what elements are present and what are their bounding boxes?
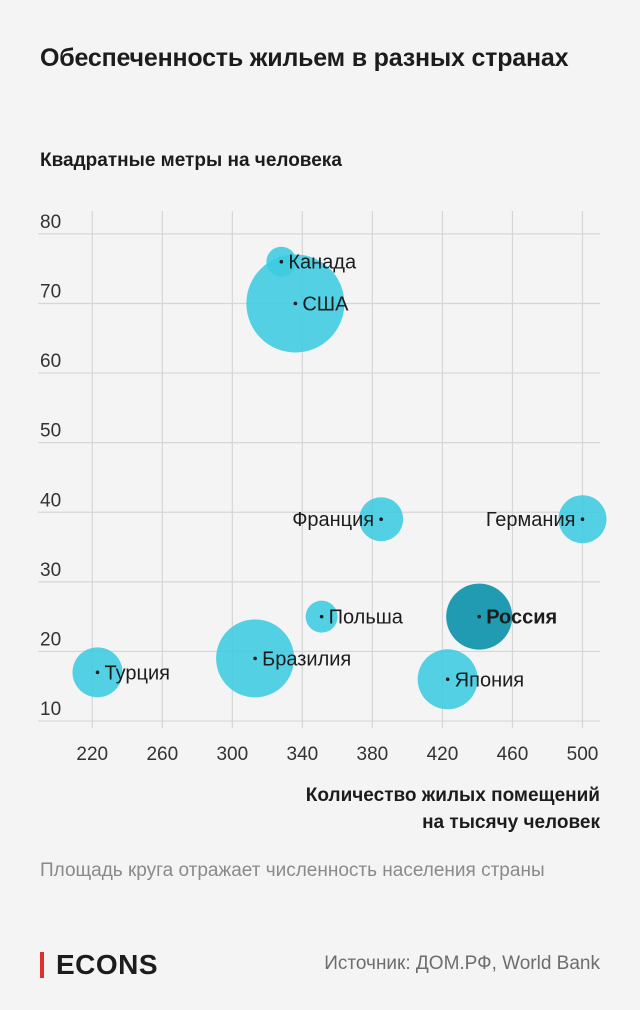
y-tick-label: 40	[40, 490, 61, 511]
bubble-center-dot	[279, 259, 284, 264]
x-tick-label: 420	[427, 744, 459, 765]
x-tick-label: 380	[357, 744, 389, 765]
bubble-label: Канада	[288, 252, 357, 274]
brand-logo: ECONS	[40, 949, 158, 981]
bubble-center-dot	[293, 301, 298, 306]
bubble-labels: Канада США Франция Германия Польша Россия Браз…	[95, 252, 585, 691]
x-tick-label: 220	[76, 744, 108, 765]
bubble-label: Германия	[486, 509, 576, 531]
x-tick-label: 340	[287, 744, 319, 765]
y-tick-label: 80	[40, 212, 61, 233]
bubble-label: Турция	[105, 662, 170, 684]
x-axis-label-line-2: на тысячу человек	[422, 812, 600, 833]
brand-accent-bar	[40, 952, 44, 978]
bubble-center-dot	[580, 517, 585, 522]
bubble-label: Польша	[329, 607, 404, 629]
x-axis-label-line-1: Количество жилых помещений	[305, 785, 600, 806]
bubble-center-dot	[319, 614, 324, 619]
x-tick-label: 300	[216, 744, 248, 765]
bubble-center-dot	[445, 677, 450, 682]
bubble-label: Бразилия	[262, 648, 351, 670]
y-tick-label: 50	[40, 421, 61, 442]
y-tick-label: 10	[40, 699, 61, 720]
bubble-center-dot	[253, 656, 257, 661]
bubble-chart: 10 20 30 40 50 60 70 80 220 260 300 340 380 420 460 500…	[38, 211, 607, 765]
y-tick-label: 70	[40, 281, 61, 302]
y-tick-label: 20	[40, 629, 61, 650]
x-tick-label: 460	[497, 744, 529, 765]
x-tick-label: 500	[567, 744, 599, 765]
y-tick-label: 60	[40, 351, 61, 372]
y-tick-label: 30	[40, 560, 61, 581]
x-tick-label: 260	[146, 744, 178, 765]
bubble-label: Япония	[455, 669, 524, 691]
bubble-label: США	[302, 293, 349, 315]
bubble-center-dot	[477, 614, 481, 619]
axis-ticks: 10 20 30 40 50 60 70 80 220 260 300 340 380 420 460 500	[40, 212, 598, 765]
brand-name: ECONS	[56, 949, 159, 980]
x-axis-label: Количество жилых помещений на тысячу чел…	[180, 782, 600, 836]
bubble-label: Франция	[292, 509, 374, 531]
chart-title: Обеспеченность жильем в разных странах	[40, 44, 569, 72]
bubbles	[72, 246, 607, 710]
bubble-label: Россия	[486, 607, 557, 629]
y-axis-label: Квадратные метры на человека	[40, 150, 342, 171]
bubble-center-dot	[95, 670, 100, 675]
source-note: Источник: ДОМ.РФ, World Bank	[324, 953, 600, 974]
bubble-center-dot	[379, 517, 383, 522]
footnote: Площадь круга отражает численность насел…	[40, 860, 545, 881]
